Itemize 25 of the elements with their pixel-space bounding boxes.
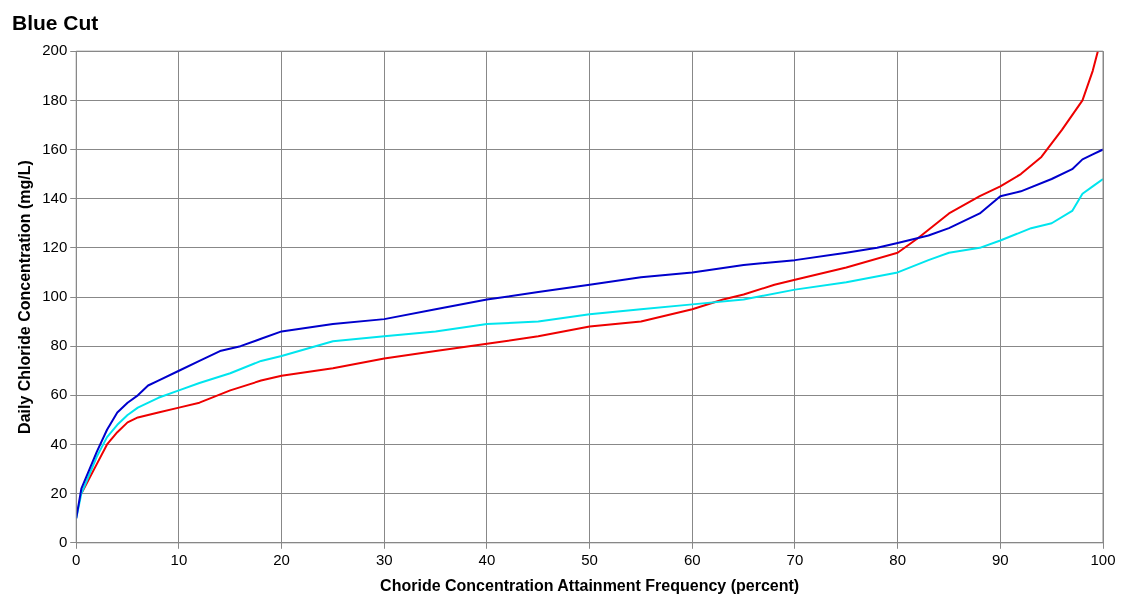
- y-tick-label: 120: [42, 237, 68, 255]
- y-tick-label: 20: [50, 483, 68, 501]
- y-tick-label: 0: [58, 532, 68, 550]
- y-tick-label: 200: [42, 41, 68, 59]
- y-tick-label: 160: [42, 139, 68, 157]
- x-tick-label: 100: [1090, 550, 1116, 568]
- y-tick-label: 80: [50, 336, 68, 354]
- chart-title: Blue Cut: [12, 11, 99, 35]
- x-tick-label: 60: [683, 550, 701, 568]
- y-tick-label: 140: [42, 188, 68, 206]
- x-tick-label: 50: [581, 550, 598, 568]
- x-tick-label: 0: [72, 550, 81, 568]
- x-tick-label: 40: [478, 550, 496, 568]
- y-axis-title: Daily Chloride Concentration (mg/L): [16, 160, 34, 434]
- x-tick-label: 10: [170, 550, 188, 568]
- x-tick-label: 90: [991, 550, 1009, 568]
- y-tick-label: 180: [42, 90, 68, 108]
- x-tick-label: 30: [375, 550, 393, 568]
- y-tick-label: 40: [50, 434, 68, 452]
- x-tick-label: 80: [889, 550, 906, 568]
- y-tick-label: 60: [50, 385, 68, 403]
- x-tick-label: 20: [273, 550, 290, 568]
- x-axis-title: Choride Concentration Attainment Frequency (percent): [380, 576, 800, 594]
- y-tick-label: 100: [42, 287, 68, 305]
- x-tick-label: 70: [786, 550, 804, 568]
